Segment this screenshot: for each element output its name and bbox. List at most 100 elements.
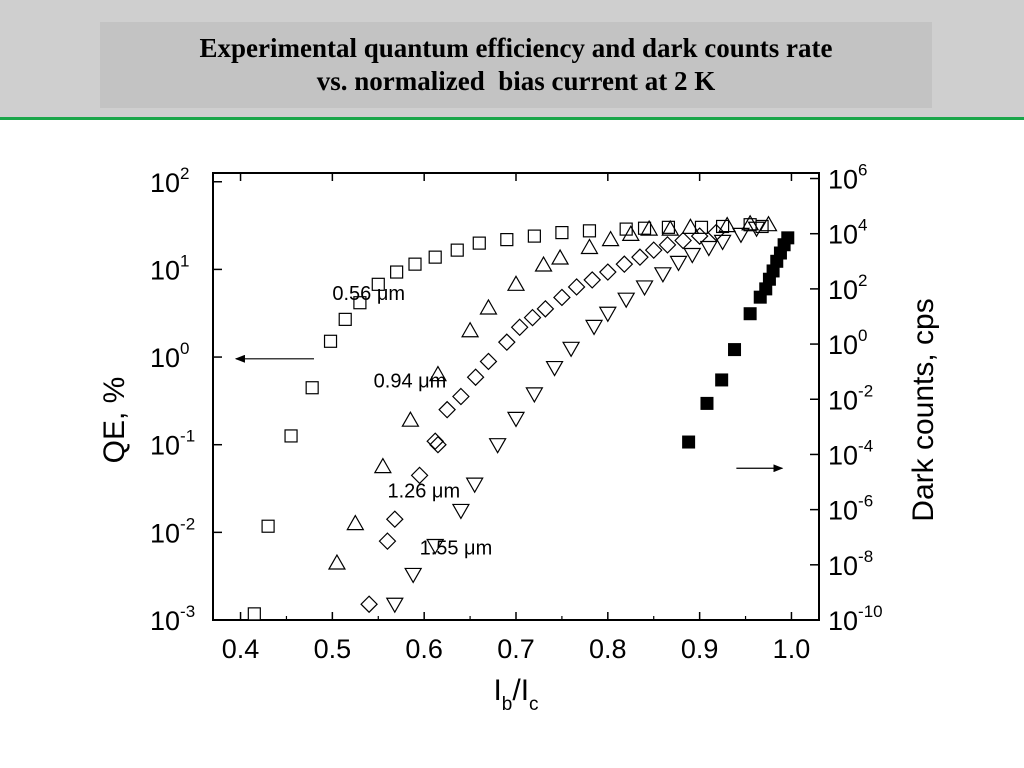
data-point [323,334,338,348]
data-point [718,216,737,233]
data-point [408,257,422,271]
data-point [582,224,597,238]
y-axis-label-right: Dark counts, cps [907,298,940,521]
x-label-sub-c: c [529,694,539,715]
y-right-tick-label: 10-10 [828,602,883,636]
data-point [305,381,319,395]
data-point [401,410,420,427]
x-tick-label: 1.0 [773,634,811,664]
data-point [653,267,672,284]
slide-title-line-2: vs. normalized bias current at 2 K [316,66,716,96]
data-point [545,360,564,377]
data-point [373,457,392,474]
x-tick-label: 0.8 [589,634,627,664]
data-point [371,277,385,291]
data-point [426,432,445,451]
data-point [669,255,688,272]
x-axis-label: Ib/Ic [493,674,538,715]
data-point [428,365,447,382]
data-point [682,435,696,449]
series-annotation: 1.55 μm [420,537,493,559]
data-point [506,275,526,291]
data-point [390,265,404,279]
y-right-tick-label: 10-8 [828,547,873,581]
data-point [585,319,604,336]
y-right-tick-label: 102 [828,271,868,305]
data-point [741,214,760,231]
data-point [631,248,649,266]
data-point [261,519,275,533]
data-point [479,298,498,315]
y-right-tick-label: 10-4 [828,436,873,470]
data-point [713,234,732,251]
data-point [465,477,484,494]
data-point [525,387,544,404]
data-point [644,241,663,259]
series-annotation: 0.94 μm [374,371,447,393]
data-point [500,233,514,247]
y-left-tick-label: 101 [150,251,190,285]
series-annotation: 0.56 μm [332,283,405,305]
data-point [510,318,529,337]
data-point [699,240,718,257]
data-point [598,263,617,281]
data-point [479,352,498,371]
data-point [617,292,636,309]
x-tick-label: 0.5 [314,634,352,664]
x-label-mid: /I [512,674,529,707]
data-point [338,312,352,326]
y-left-tick-label: 102 [150,164,190,198]
y-right-tick-label: 100 [828,326,868,360]
data-point [506,411,526,428]
data-point [428,250,442,264]
data-point [534,255,553,272]
x-label-main: I [493,674,501,707]
y-right-tick-label: 106 [828,161,868,195]
data-point [523,308,542,327]
data-point [635,280,654,297]
data-point [681,218,700,234]
data-point [601,230,620,247]
y-left-tick-label: 10-1 [150,427,195,461]
data-point [707,223,726,242]
data-point [553,288,571,307]
data-point [451,503,470,520]
data-point [488,438,507,454]
y-right-tick-label: 10-2 [828,381,873,415]
data-point [583,271,602,289]
data-point [759,215,778,232]
data-point [690,227,709,245]
data-point [661,219,680,236]
data-point [731,227,750,244]
data-point [640,219,659,236]
data-point [715,373,729,387]
slide-title-box: Experimental quantum efficiency and dark… [100,22,932,108]
data-point [385,597,404,614]
data-point [580,238,599,255]
data-point [346,514,365,531]
data-point [615,255,634,274]
x-tick-label: 0.7 [497,634,535,664]
x-tick-label: 0.9 [681,634,719,664]
x-tick-label: 0.4 [222,634,260,664]
data-point [472,236,486,250]
data-point [247,607,261,621]
data-point [426,538,445,555]
data-point [385,510,404,529]
y-left-tick-label: 10-3 [150,602,195,636]
y-right-tick-label: 10-6 [828,492,873,526]
data-point [461,321,480,338]
y-left-tick-label: 10-2 [150,514,195,548]
data-point [728,343,742,357]
data-point [438,400,456,419]
x-tick-label: 0.6 [405,634,443,664]
data-point [327,553,346,570]
data-point [700,396,714,410]
data-point [567,278,586,296]
slide-header: Experimental quantum efficiency and dark… [0,0,1024,120]
x-label-sub-b: b [502,694,513,715]
data-point [747,221,766,238]
tick-labels: 0.4 0.5 0.6 0.7 0.8 0.9 1.0 102 101 100 10-1 10-2 10… [150,161,883,664]
data-point [360,595,378,614]
